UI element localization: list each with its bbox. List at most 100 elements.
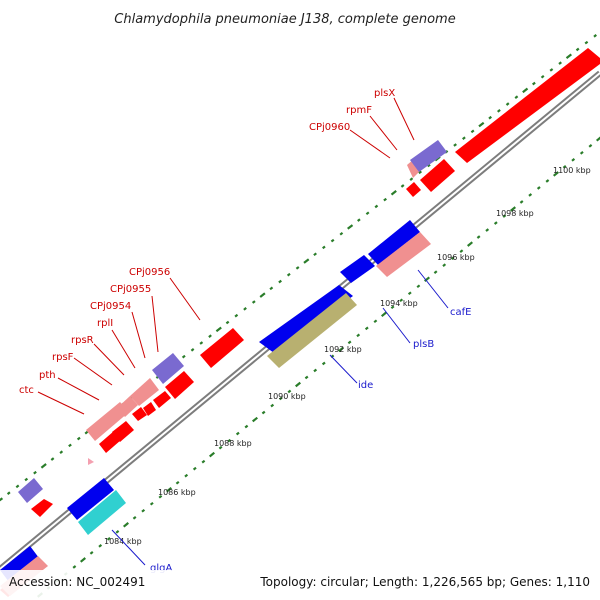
gene-label-glga: glgA [150, 563, 172, 574]
gene-label-ide: ide [358, 380, 373, 391]
minor-tick-mark [485, 228, 490, 232]
major-tick-mark [40, 463, 47, 469]
minor-tick-mark [132, 516, 137, 520]
minor-tick-mark [295, 266, 300, 270]
minor-tick-mark [502, 214, 507, 218]
minor-tick-mark [321, 361, 326, 366]
minor-tick-mark [416, 284, 421, 289]
gene-feature [130, 378, 159, 406]
leader-line [369, 115, 398, 151]
leader-line [349, 129, 391, 159]
leader-line [93, 343, 125, 376]
gene-feature [200, 328, 244, 368]
gene-feature [165, 371, 194, 399]
minor-tick-mark [390, 305, 395, 310]
minor-tick-mark [549, 68, 554, 72]
major-tick-mark [79, 557, 87, 563]
minor-tick-mark [497, 109, 501, 113]
gene-feature [112, 421, 134, 442]
minor-tick-mark [6, 491, 11, 495]
minor-tick-mark [278, 279, 282, 284]
minor-tick-mark [227, 438, 232, 443]
gene-feature [153, 391, 171, 408]
major-tick-mark [466, 241, 474, 247]
tick-label-1094: 1094 kbp [380, 299, 418, 308]
minor-tick-mark [347, 340, 352, 345]
major-tick-mark [215, 326, 222, 333]
major-tick-mark [208, 451, 216, 458]
minor-tick-mark [72, 565, 77, 569]
gene-feature [88, 458, 94, 465]
minor-tick-mark [322, 245, 326, 250]
minor-tick-mark [493, 221, 498, 225]
major-tick-mark [552, 171, 560, 177]
gene-label-cafe: cafE [450, 307, 471, 318]
minor-tick-mark [24, 477, 29, 482]
gene-feature [143, 402, 156, 416]
upper-strand-genes [0, 48, 600, 597]
minor-tick-mark [184, 473, 189, 478]
gene-label-plsx: plsX [374, 88, 395, 99]
major-tick-mark [122, 522, 130, 528]
gene-label-rpsr: rpsR [71, 335, 94, 346]
tick-labels: 1084 kbp 1086 kbp 1088 kbp 1090 kbp 1092… [104, 166, 591, 546]
minor-tick-mark [251, 300, 256, 304]
major-tick-mark [252, 416, 258, 423]
minor-tick-mark [141, 508, 146, 513]
tick-label-1088: 1088 kbp [214, 439, 252, 448]
tick-label-1096: 1096 kbp [437, 253, 475, 262]
minor-tick-mark [330, 238, 335, 243]
gene-label-plsb: plsB [413, 339, 434, 350]
minor-tick-mark [98, 544, 103, 548]
major-tick-mark [303, 258, 310, 264]
minor-tick-mark [199, 341, 204, 345]
gene-feature [267, 293, 357, 368]
minor-tick-mark [459, 249, 464, 253]
minor-tick-mark [365, 211, 370, 216]
minor-tick-mark [562, 165, 567, 169]
minor-tick-mark [304, 375, 309, 380]
lower-gene-labels: glgA ide plsB cafE [150, 307, 471, 574]
gene-feature [99, 431, 121, 453]
minor-tick-mark [571, 158, 576, 162]
minor-tick-mark [536, 186, 541, 190]
tick-label-1092: 1092 kbp [324, 345, 362, 354]
gene-feature [420, 159, 455, 192]
gene-feature [18, 478, 43, 503]
minor-tick-mark [514, 95, 519, 99]
minor-tick-mark [192, 466, 197, 471]
major-tick-mark [478, 121, 485, 128]
major-tick-mark [509, 206, 517, 212]
minor-tick-mark [269, 286, 274, 291]
minor-tick-mark [190, 348, 195, 352]
leader-line [151, 295, 159, 353]
minor-tick-mark [339, 231, 344, 236]
gene-feature [455, 48, 600, 163]
map-title: Chlamydophila pneumoniae J138, complete … [114, 12, 455, 27]
gene-label-rpli: rplI [97, 318, 113, 329]
genome-summary-text: Topology: circular; Length: 1,226,565 bp… [259, 575, 590, 589]
minor-tick-mark [407, 291, 412, 296]
gene-feature [410, 140, 447, 172]
gene-feature [78, 490, 126, 535]
footer-bar [0, 570, 600, 600]
minor-tick-mark [545, 179, 550, 183]
minor-tick-mark [59, 450, 64, 454]
minor-tick-mark [313, 368, 318, 373]
minor-tick-mark [234, 313, 239, 318]
leader-line [393, 97, 415, 141]
gene-label-cpj0955: CPj0955 [110, 284, 151, 295]
minor-tick-mark [356, 333, 361, 338]
minor-tick-mark [68, 443, 72, 448]
minor-tick-mark [409, 177, 414, 181]
gene-feature [407, 159, 420, 178]
minor-tick-mark [519, 200, 524, 204]
major-tick-mark [337, 346, 345, 353]
gene-feature [31, 499, 53, 517]
gene-feature [368, 220, 420, 265]
minor-tick-mark [575, 47, 580, 52]
upper-gene-labels: ctc pth rpsF rpsR rplI CPj0954 CPj0955 C… [19, 88, 395, 396]
minor-tick-mark [433, 270, 438, 274]
minor-tick-mark [175, 480, 180, 485]
